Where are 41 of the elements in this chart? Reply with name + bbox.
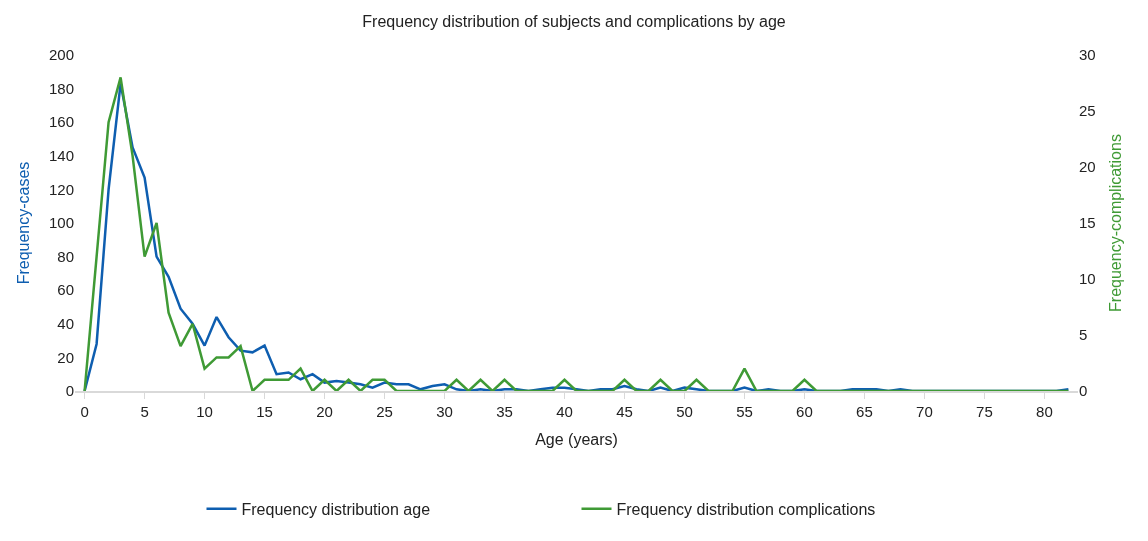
y-axis-title: Frequency-cases <box>14 161 32 285</box>
x-tick-label: 80 <box>1036 402 1053 420</box>
y2-axis-title: Frequency-complications <box>1107 134 1125 312</box>
x-tick-label: 25 <box>376 402 393 420</box>
y-tick-label: 100 <box>48 214 74 232</box>
x-tick-label: 75 <box>976 402 993 420</box>
x-tick-label: 5 <box>140 402 149 420</box>
y-tick-label: 120 <box>48 180 74 198</box>
x-axis-title: Age (years) <box>535 430 618 448</box>
x-tick-label: 40 <box>556 402 573 420</box>
y-tick-label: 20 <box>57 348 74 366</box>
y-tick-label: 60 <box>57 281 74 299</box>
y-tick-label: 160 <box>48 113 74 131</box>
y2-tick-label: 15 <box>1079 214 1096 232</box>
y2-tick-label: 20 <box>1079 158 1096 176</box>
x-tick-label: 35 <box>496 402 513 420</box>
x-tick-label: 0 <box>80 402 89 420</box>
y2-tick-label: 30 <box>1079 46 1096 64</box>
legend-label: Frequency distribution age <box>241 500 431 518</box>
y-tick-label: 200 <box>48 46 74 64</box>
y2-tick-label: 10 <box>1079 270 1096 288</box>
y-tick-label: 80 <box>57 247 74 265</box>
y-tick-label: 0 <box>65 382 74 400</box>
x-tick-label: 70 <box>916 402 933 420</box>
y2-tick-label: 25 <box>1079 102 1096 120</box>
x-tick-label: 15 <box>256 402 273 420</box>
x-tick-label: 50 <box>676 402 693 420</box>
x-tick-label: 10 <box>196 402 213 420</box>
y2-tick-label: 0 <box>1079 382 1088 400</box>
chart-title: Frequency distribution of subjects and complications by age <box>362 13 786 31</box>
x-tick-label: 65 <box>856 402 873 420</box>
y-tick-label: 40 <box>57 315 74 333</box>
x-tick-label: 45 <box>616 402 633 420</box>
y-tick-label: 180 <box>48 79 74 97</box>
y2-tick-label: 5 <box>1079 326 1088 344</box>
y-tick-label: 140 <box>48 147 74 165</box>
x-tick-label: 20 <box>316 402 333 420</box>
x-tick-label: 55 <box>736 402 753 420</box>
x-tick-label: 60 <box>796 402 813 420</box>
x-tick-label: 30 <box>436 402 453 420</box>
legend-label: Frequency distribution complications <box>616 500 876 518</box>
